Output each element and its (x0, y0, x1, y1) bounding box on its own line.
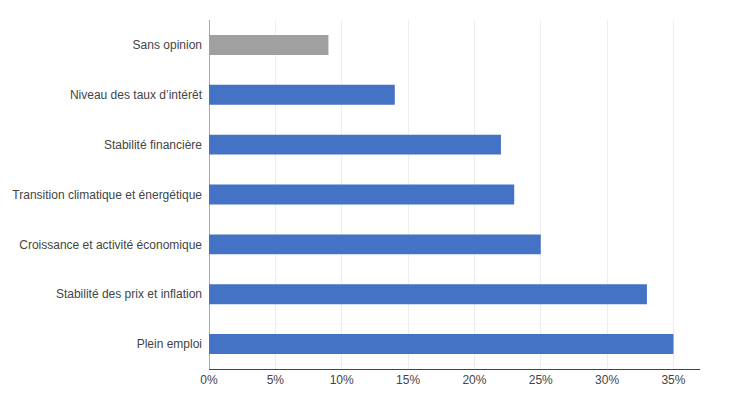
svg-text:Niveau des taux d’intérêt: Niveau des taux d’intérêt (70, 88, 203, 102)
svg-text:35%: 35% (661, 373, 685, 387)
svg-text:15%: 15% (396, 373, 420, 387)
svg-text:Stabilité financière: Stabilité financière (104, 138, 202, 152)
svg-text:0%: 0% (200, 373, 218, 387)
svg-text:Transition climatique et énerg: Transition climatique et énergétique (12, 188, 202, 202)
svg-text:30%: 30% (595, 373, 619, 387)
svg-text:25%: 25% (529, 373, 553, 387)
svg-text:20%: 20% (462, 373, 486, 387)
svg-text:Stabilité des prix et inflatio: Stabilité des prix et inflation (56, 287, 202, 301)
svg-text:Plein emploi: Plein emploi (137, 337, 202, 351)
svg-text:5%: 5% (267, 373, 285, 387)
svg-text:Sans opinion: Sans opinion (133, 38, 202, 52)
svg-text:10%: 10% (330, 373, 354, 387)
svg-text:Croissance et activité économi: Croissance et activité économique (19, 238, 202, 252)
